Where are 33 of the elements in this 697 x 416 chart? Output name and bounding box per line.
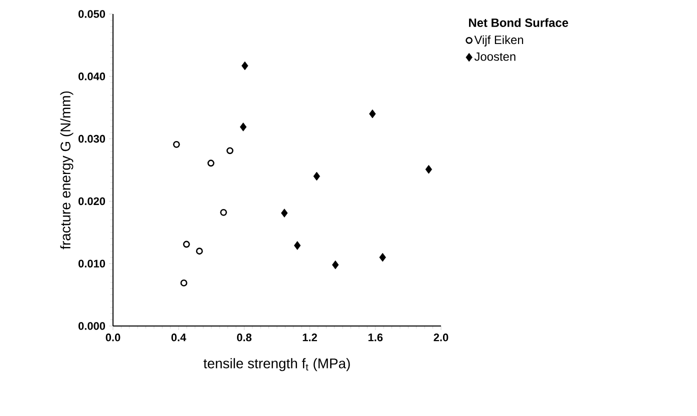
x-tick-label: 2.0 xyxy=(434,334,448,342)
y-axis-title: fracture energy G (N/mm) xyxy=(60,91,74,250)
y-tick-label: 0.050 xyxy=(78,10,106,18)
y-tick-label: 0.000 xyxy=(78,322,106,330)
legend-label: Vijf Eiken xyxy=(474,35,524,46)
point xyxy=(180,279,188,286)
point xyxy=(226,147,234,154)
point xyxy=(313,172,320,181)
legend-label: Joosten xyxy=(474,52,516,61)
point xyxy=(220,208,227,216)
y-tick-label: 0.020 xyxy=(78,197,106,206)
point xyxy=(369,109,376,118)
point xyxy=(183,240,190,248)
x-tick-label: 1.6 xyxy=(368,334,383,342)
y-tick-label: 0.040 xyxy=(78,72,106,80)
point xyxy=(207,160,214,167)
x-tick-label: 0.0 xyxy=(106,334,120,342)
point xyxy=(240,122,247,132)
x-tick-label: 0.4 xyxy=(171,334,186,342)
point xyxy=(196,248,203,255)
point xyxy=(242,61,248,70)
point xyxy=(173,140,180,148)
x-tick-label: 0.8 xyxy=(237,334,252,342)
point xyxy=(425,164,432,174)
point xyxy=(332,260,339,270)
y-tick-label: 0.030 xyxy=(78,134,106,143)
point xyxy=(281,208,288,218)
y-tick-label: 0.010 xyxy=(78,260,106,268)
point xyxy=(379,252,386,262)
x-axis-title: tensile strength f$_{t}$ (MPa) xyxy=(204,358,350,372)
point xyxy=(294,241,301,250)
x-tick-label: 1.2 xyxy=(302,334,317,342)
legend-title: Net Bond Surface xyxy=(469,18,568,27)
